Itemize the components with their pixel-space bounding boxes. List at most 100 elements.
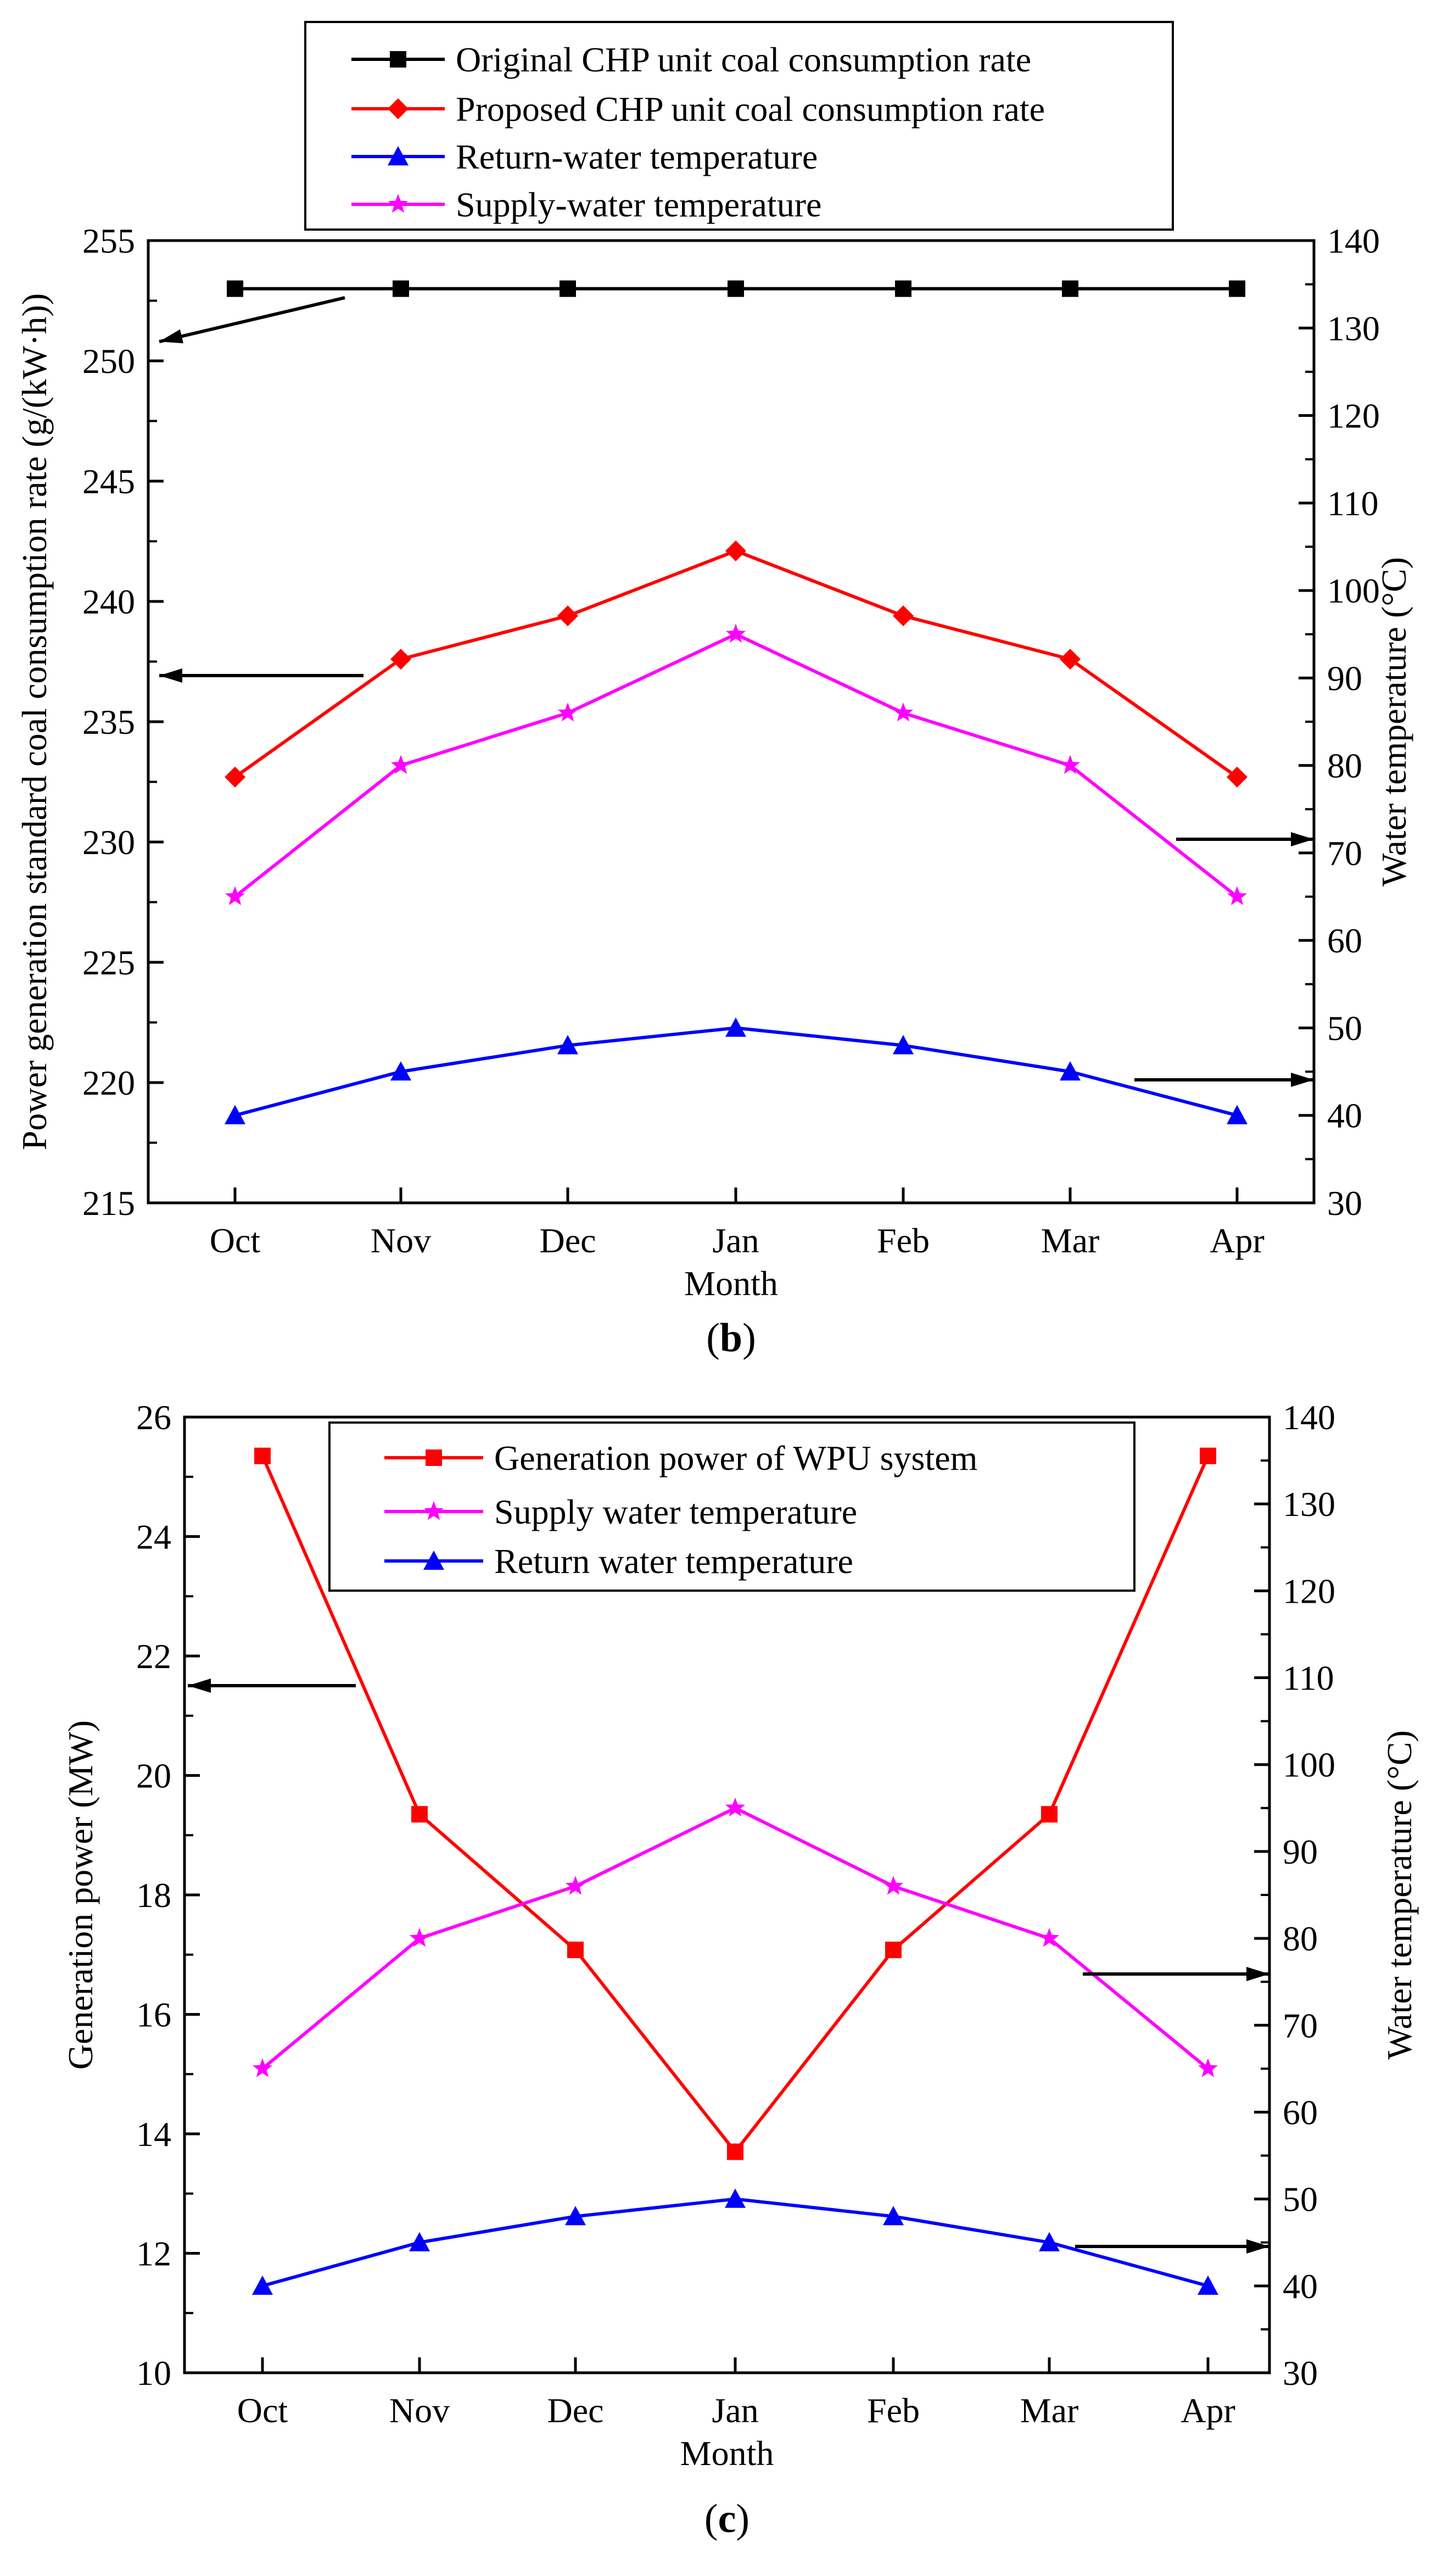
legend-label: Generation power of WPU system	[494, 1438, 977, 1477]
data-point	[1227, 886, 1248, 905]
left-tick-label: 250	[82, 342, 135, 381]
legend-entry: Supply water temperature	[384, 1492, 857, 1531]
data-point	[225, 886, 245, 905]
left-tick-label: 18	[136, 1876, 171, 1915]
legend-entry: Return-water temperature	[351, 137, 818, 176]
right-tick-label: 90	[1327, 659, 1362, 698]
right-tick-label: 100	[1283, 1746, 1335, 1785]
series-2	[252, 1797, 1218, 2077]
legend-marker	[390, 51, 406, 68]
right-tick-label: 60	[1283, 2093, 1318, 2132]
data-point	[227, 280, 243, 297]
right-tick-label: 140	[1327, 221, 1380, 260]
data-point	[254, 1447, 271, 1464]
data-point	[1062, 280, 1078, 297]
data-point	[565, 2206, 586, 2226]
right-tick-label: 40	[1327, 1096, 1362, 1135]
data-point	[409, 2232, 430, 2251]
data-point	[557, 605, 578, 627]
series-4	[225, 623, 1248, 905]
left-axis: 10 12 14 16 18 20 22 24 26	[136, 1398, 200, 2393]
data-point	[1227, 766, 1248, 788]
right-tick-label: 80	[1283, 1919, 1318, 1958]
left-axis-title: Power generation standard coal consumpti…	[15, 293, 54, 1150]
data-point	[411, 1806, 428, 1823]
right-axis-title: Water temperature (°C)	[1374, 557, 1413, 886]
data-point	[390, 1061, 411, 1081]
arrow-head	[159, 668, 182, 683]
data-point	[893, 605, 914, 627]
axis-arrow	[159, 296, 345, 343]
left-tick-label: 215	[82, 1184, 135, 1223]
legend-label: Proposed CHP unit coal consumption rate	[456, 90, 1045, 129]
x-tick-label: Oct	[210, 1221, 261, 1260]
data-point	[1060, 649, 1081, 670]
right-tick-label: 80	[1327, 746, 1362, 785]
data-point	[725, 1797, 746, 1817]
left-tick-label: 22	[136, 1637, 171, 1676]
left-tick-label: 225	[82, 943, 135, 982]
left-tick-label: 26	[136, 1398, 171, 1437]
data-point	[893, 1035, 914, 1055]
legend-marker	[388, 194, 409, 213]
right-tick-label: 60	[1327, 921, 1362, 960]
axis-arrow	[1176, 832, 1314, 846]
right-tick-label: 40	[1283, 2267, 1318, 2306]
legend-entry: Supply-water temperature	[351, 185, 821, 224]
data-point	[252, 2058, 273, 2077]
figure-caption: (b)	[706, 1315, 756, 1361]
series-1	[227, 280, 1245, 297]
left-tick-label: 220	[82, 1063, 135, 1102]
axis-arrow	[1083, 1967, 1269, 1981]
right-axis: 30 40 50 60 70 80 90 100 110 120 130 140	[1299, 221, 1380, 1223]
data-point	[1041, 1806, 1058, 1823]
x-axis-title: Month	[684, 1264, 778, 1303]
data-point	[393, 280, 409, 297]
legend-label: Return-water temperature	[456, 137, 818, 176]
data-point	[560, 280, 576, 297]
right-tick-label: 120	[1327, 397, 1380, 436]
legend-marker	[426, 1449, 442, 1466]
series-2	[225, 540, 1248, 788]
axis-arrow	[1075, 2239, 1269, 2254]
x-tick-label: Mar	[1020, 2391, 1079, 2430]
right-tick-label: 90	[1283, 1832, 1318, 1871]
figure-caption: (c)	[704, 2496, 749, 2541]
data-point	[1060, 755, 1081, 774]
axis-arrow	[1134, 1073, 1314, 1087]
left-axis: 215 220 225 230 235 240 245 250 255	[82, 221, 164, 1223]
arrow-head	[1246, 1967, 1269, 1981]
left-tick-label: 24	[136, 1518, 171, 1557]
data-point	[252, 2275, 273, 2295]
series-3	[225, 1017, 1248, 1124]
data-point	[557, 702, 578, 722]
axis-arrow	[188, 1679, 356, 1693]
data-point	[567, 1942, 584, 1959]
x-axis: Oct Nov Dec Jan Feb Mar Apr Month	[237, 2357, 1235, 2473]
left-tick-label: 255	[82, 221, 135, 260]
data-point	[557, 1035, 578, 1055]
legend: Generation power of WPU system Supply wat…	[328, 1421, 1135, 1592]
series-3	[252, 2188, 1218, 2295]
left-tick-label: 16	[136, 1995, 171, 2034]
legend-entry: Original CHP unit coal consumption rate	[351, 40, 1031, 79]
legend-label: Supply water temperature	[494, 1492, 857, 1531]
series-1	[254, 1447, 1216, 2160]
x-axis: Oct Nov Dec Jan Feb Mar Apr Month	[210, 1187, 1265, 1303]
arrow-head	[1291, 1073, 1314, 1087]
arrow-head	[188, 1679, 211, 1693]
right-axis-title: Water temperature (°C)	[1380, 1730, 1419, 2060]
x-tick-label: Dec	[539, 1221, 596, 1260]
right-tick-label: 130	[1283, 1485, 1335, 1524]
arrow-head	[159, 329, 183, 343]
legend-entry: Generation power of WPU system	[384, 1438, 977, 1477]
data-point	[390, 755, 411, 774]
data-point	[727, 2143, 743, 2160]
data-point	[225, 766, 245, 788]
x-tick-label: Nov	[371, 1221, 431, 1260]
right-tick-label: 110	[1283, 1659, 1334, 1698]
x-axis-title: Month	[680, 2434, 774, 2473]
data-point	[1227, 1105, 1248, 1124]
